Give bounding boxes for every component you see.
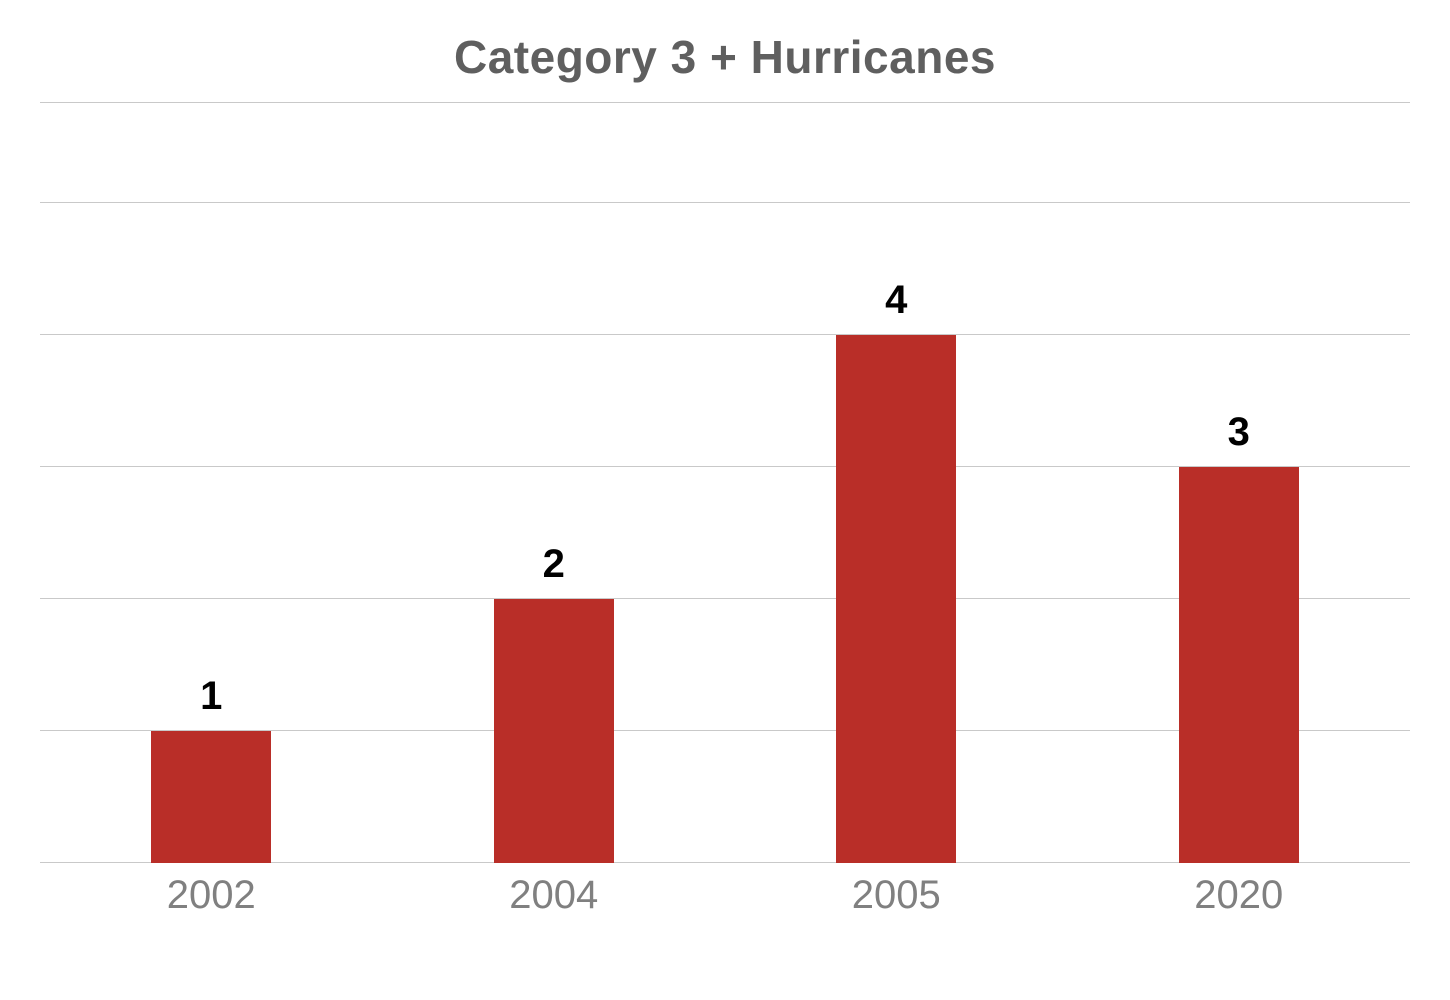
bar-rect: [151, 731, 271, 863]
bar-slot: 1: [40, 203, 383, 863]
plot-area: 1 2 4 3 2002200420052020: [40, 143, 1410, 923]
hurricane-bar-chart: Category 3 + Hurricanes 1 2 4 3 20022004200…: [0, 0, 1450, 1000]
bar-rect: [1179, 467, 1299, 863]
x-axis-label: 2020: [1068, 873, 1411, 923]
title-divider: [40, 102, 1410, 103]
bar-rect: [836, 335, 956, 863]
chart-title: Category 3 + Hurricanes: [40, 30, 1410, 84]
x-axis-labels: 2002200420052020: [40, 873, 1410, 923]
bar-value-label: 2: [543, 542, 565, 587]
bar-slot: 4: [725, 203, 1068, 863]
x-axis-label: 2002: [40, 873, 383, 923]
bar-slot: 3: [1068, 203, 1411, 863]
bars-region: 1 2 4 3: [40, 203, 1410, 863]
bar-value-label: 1: [200, 674, 222, 719]
bar-slot: 2: [383, 203, 726, 863]
x-axis-label: 2004: [383, 873, 726, 923]
x-axis-label: 2005: [725, 873, 1068, 923]
bar-value-label: 3: [1228, 410, 1250, 455]
bar-value-label: 4: [885, 278, 907, 323]
bar-rect: [494, 599, 614, 863]
